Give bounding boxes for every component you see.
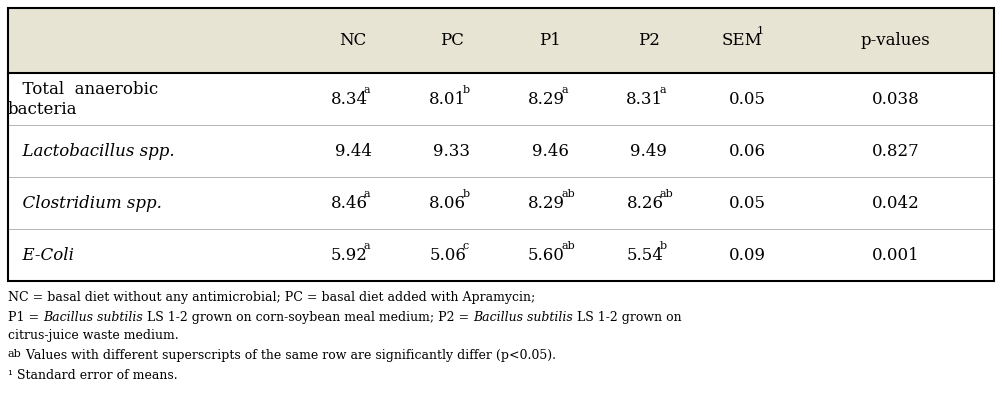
Text: 8.29: 8.29 [528,90,565,107]
Text: P1: P1 [539,32,561,49]
Text: p-values: p-values [861,32,930,49]
Text: b: b [659,241,666,251]
Text: b: b [463,189,470,199]
Text: bacteria: bacteria [8,100,77,117]
Text: NC = basal diet without any antimicrobial; PC = basal diet added with Apramycin;: NC = basal diet without any antimicrobia… [8,291,535,304]
Text: 9.33: 9.33 [433,142,470,159]
Bar [8,8,994,73]
Text: 0.05: 0.05 [729,195,766,212]
Text: 8.31: 8.31 [626,90,663,107]
Text: 5.54: 5.54 [626,247,663,264]
Text: SEM: SEM [722,32,763,49]
Text: 9.49: 9.49 [630,142,667,159]
Text: 0.001: 0.001 [872,247,919,264]
Text: 5.06: 5.06 [429,247,466,264]
Text: P2: P2 [638,32,660,49]
Text: ab: ab [561,189,575,199]
Text: 9.46: 9.46 [532,142,569,159]
Text: LS 1-2 grown on corn-soybean meal medium; P2 =: LS 1-2 grown on corn-soybean meal medium… [143,311,473,324]
Text: NC: NC [340,32,367,49]
Text: 0.09: 0.09 [729,247,766,264]
Text: Values with different superscripts of the same row are significantly differ (p<0: Values with different superscripts of th… [22,349,556,362]
Text: 8.06: 8.06 [429,195,466,212]
Text: 0.05: 0.05 [729,90,766,107]
Text: a: a [659,85,666,95]
Text: ab: ab [8,349,22,359]
Text: 8.26: 8.26 [626,195,663,212]
Text: a: a [364,241,371,251]
Text: 0.06: 0.06 [729,142,766,159]
Text: a: a [364,85,371,95]
Text: 0.038: 0.038 [872,90,919,107]
Text: 0.042: 0.042 [872,195,919,212]
Text: 9.44: 9.44 [335,142,372,159]
Text: Bacillus subtilis: Bacillus subtilis [473,311,573,324]
Text: c: c [463,241,469,251]
Text: P1 =: P1 = [8,311,43,324]
Text: 8.34: 8.34 [331,90,368,107]
Text: Total  anaerobic: Total anaerobic [12,81,158,98]
Text: 8.01: 8.01 [429,90,466,107]
Text: 5.60: 5.60 [528,247,565,264]
Text: b: b [463,85,470,95]
Text: Lactobacillus spp.: Lactobacillus spp. [12,142,174,159]
Text: citrus-juice waste medium.: citrus-juice waste medium. [8,329,178,342]
Text: 5.92: 5.92 [331,247,368,264]
Text: a: a [561,85,568,95]
Text: a: a [364,189,371,199]
Text: 0.827: 0.827 [872,142,919,159]
Text: LS 1-2 grown on: LS 1-2 grown on [573,311,681,324]
Text: Clostridium spp.: Clostridium spp. [12,195,162,212]
Text: Bacillus subtilis: Bacillus subtilis [43,311,143,324]
Text: E-Coli: E-Coli [12,247,74,264]
Text: PC: PC [440,32,464,49]
Text: 8.46: 8.46 [331,195,368,212]
Text: 8.29: 8.29 [528,195,565,212]
Bar [8,8,994,281]
Text: ¹ Standard error of means.: ¹ Standard error of means. [8,369,177,382]
Text: ab: ab [561,241,575,251]
Bar [8,73,994,281]
Text: 1: 1 [757,27,765,37]
Text: ab: ab [659,189,673,199]
